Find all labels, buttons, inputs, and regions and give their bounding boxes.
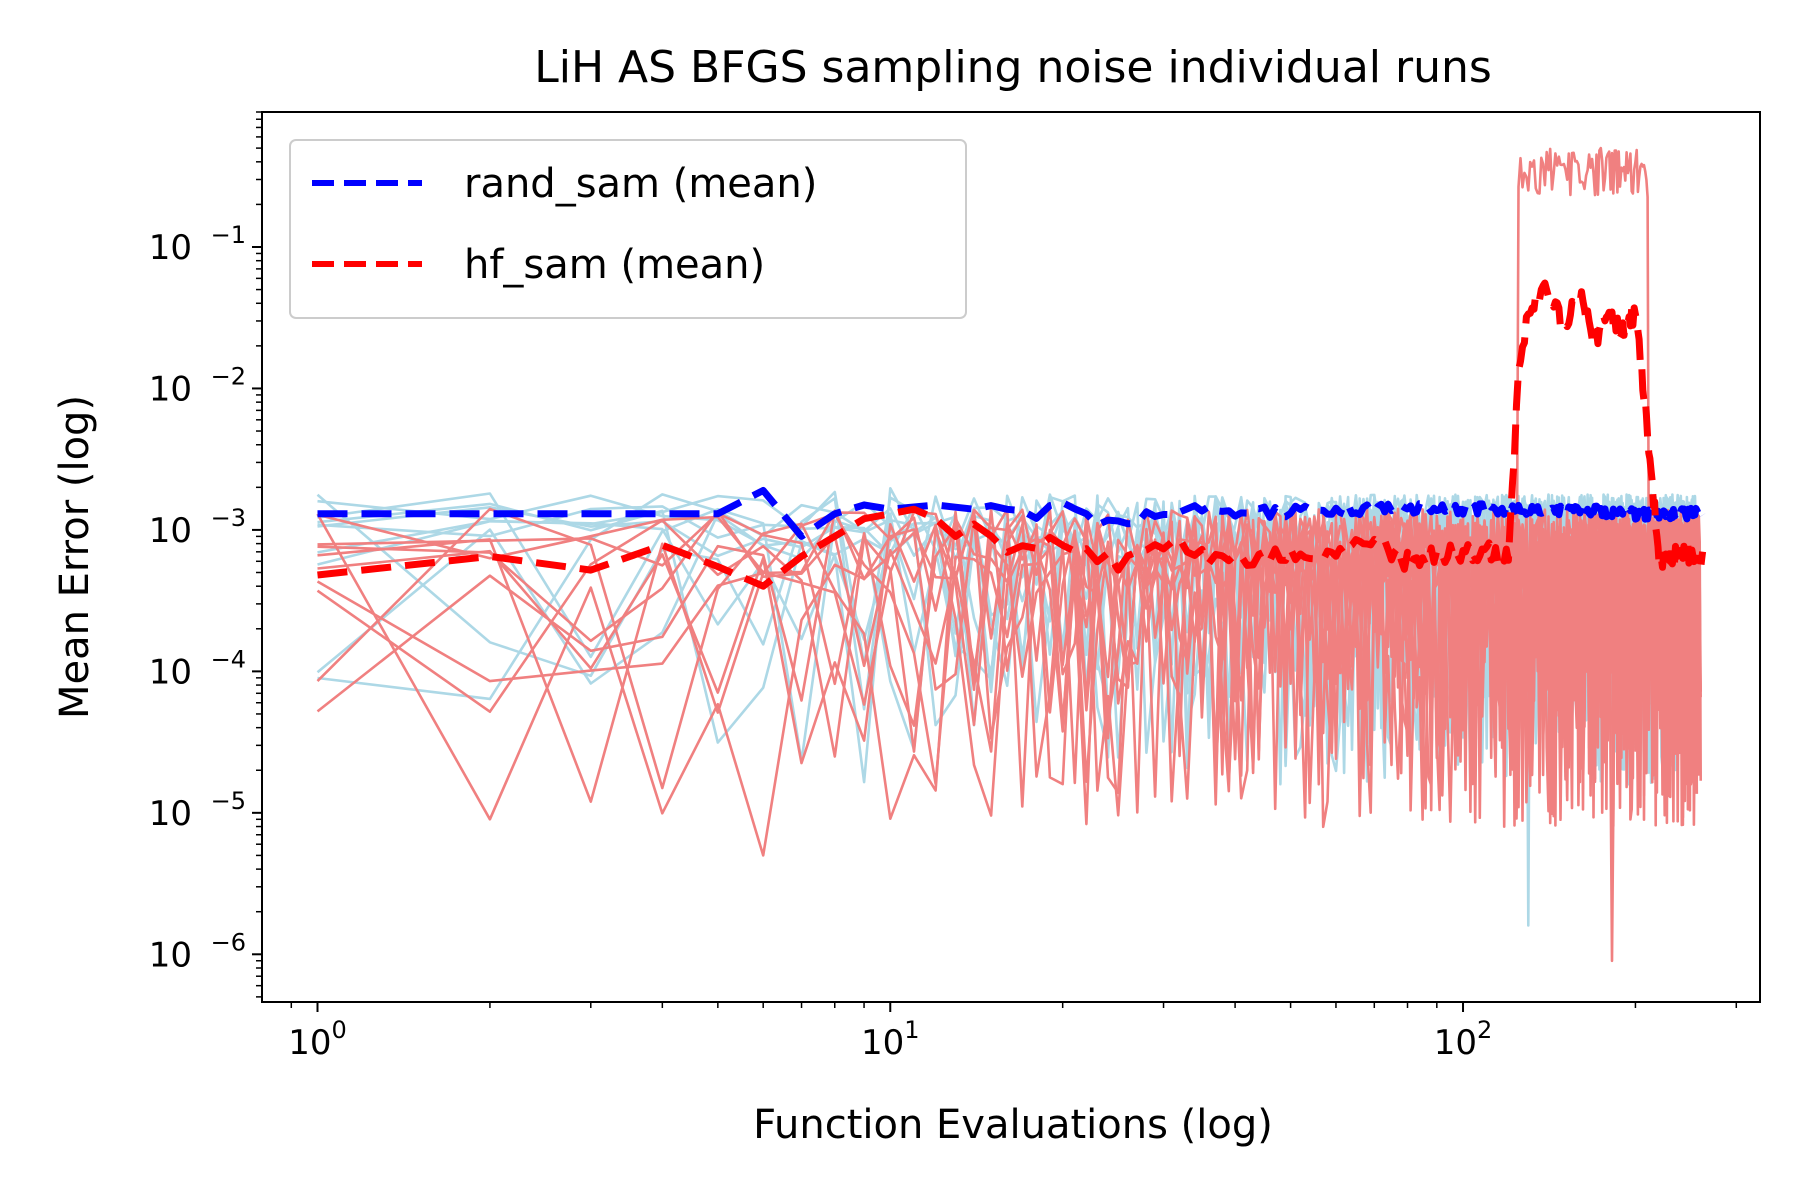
x-tick-exponent: 2 <box>1477 1016 1492 1044</box>
y-tick-base: 10 <box>149 652 192 692</box>
x-tick-label: 101 <box>861 1016 920 1063</box>
y-tick-label: 10 −4 <box>149 645 246 692</box>
x-tick-base: 10 <box>861 1023 904 1063</box>
chart-title: LiH AS BFGS sampling noise individual ru… <box>534 42 1492 93</box>
legend-box <box>289 139 967 319</box>
y-axis-ticks: 10 −6 10 −5 10 −4 10 −3 10 −2 10 −1 <box>149 111 262 998</box>
y-tick-exponent: −5 <box>211 787 246 815</box>
x-tick-label: 102 <box>1434 1016 1493 1063</box>
y-tick-exponent: −6 <box>211 928 246 956</box>
y-tick-base: 10 <box>149 369 192 409</box>
legend-label-hf: hf_sam (mean) <box>464 242 765 288</box>
x-axis-label: Function Evaluations (log) <box>753 1102 1273 1148</box>
x-tick-exponent: 1 <box>904 1016 919 1044</box>
hf-sam-mean-line <box>317 279 1707 590</box>
x-axis-ticks: 100 101 102 <box>288 1002 1738 1063</box>
y-tick-exponent: −1 <box>211 221 246 249</box>
y-tick-base: 10 <box>149 935 192 975</box>
y-tick-exponent: −4 <box>211 645 246 673</box>
y-tick-label: 10 −6 <box>149 928 246 975</box>
plot-frame <box>261 111 1761 1003</box>
y-tick-label: 10 −5 <box>149 787 246 834</box>
y-tick-base: 10 <box>149 511 192 551</box>
y-tick-base: 10 <box>149 794 192 834</box>
y-tick-base: 10 <box>149 228 192 268</box>
y-axis-label: Mean Error (log) <box>52 395 98 719</box>
x-tick-base: 10 <box>288 1023 331 1063</box>
mean-lines <box>317 279 1707 590</box>
x-tick-exponent: 0 <box>331 1016 346 1044</box>
y-tick-exponent: −3 <box>211 504 246 532</box>
legend: rand_sam (mean) hf_sam (mean) <box>289 139 967 319</box>
y-tick-label: 10 −3 <box>149 504 246 551</box>
y-tick-exponent: −2 <box>211 362 246 390</box>
x-tick-base: 10 <box>1434 1023 1477 1063</box>
y-tick-label: 10 −1 <box>149 221 246 268</box>
x-tick-label: 100 <box>288 1016 347 1063</box>
y-tick-label: 10 −2 <box>149 362 246 409</box>
legend-label-rand: rand_sam (mean) <box>464 161 817 207</box>
